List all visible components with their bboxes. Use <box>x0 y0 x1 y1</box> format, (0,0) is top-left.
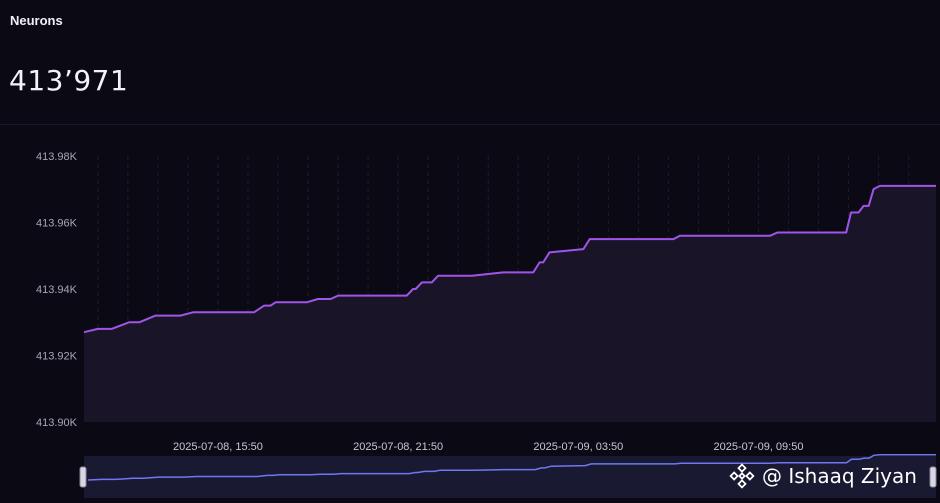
navigator-right-handle[interactable] <box>929 466 937 488</box>
navigator-series-line <box>87 453 936 481</box>
header-divider <box>0 124 940 125</box>
binance-logo-icon <box>729 463 755 489</box>
series-line[interactable] <box>83 184 936 334</box>
y-tick-label: 413.96K <box>36 218 78 230</box>
x-tick-label: 2025-07-08, 21:50 <box>353 441 443 453</box>
time-navigator[interactable] <box>79 453 937 498</box>
neuron-count-value: 413’971 <box>9 64 129 97</box>
watermark: @ Ishaaq Ziyan <box>728 462 917 490</box>
y-axis-ticks: 413.90K 413.92K 413.94K 413.96K 413.98K <box>36 151 78 429</box>
chart-area-layer <box>83 184 936 422</box>
x-axis-ticks: 2025-07-08, 15:50 2025-07-08, 21:50 2025-0… <box>173 441 803 453</box>
y-tick-label: 413.90K <box>36 417 78 429</box>
y-tick-label: 413.98K <box>36 151 78 163</box>
x-tick-label: 2025-07-08, 15:50 <box>173 441 263 453</box>
navigator-left-handle[interactable] <box>79 466 87 488</box>
watermark-text: @ Ishaaq Ziyan <box>762 464 917 488</box>
y-tick-label: 413.92K <box>36 351 78 363</box>
series-area-fill <box>84 185 936 422</box>
card-title: Neurons <box>10 13 63 28</box>
y-tick-label: 413.94K <box>36 284 78 296</box>
x-tick-label: 2025-07-09, 09:50 <box>714 441 804 453</box>
x-tick-label: 2025-07-09, 03:50 <box>533 441 623 453</box>
